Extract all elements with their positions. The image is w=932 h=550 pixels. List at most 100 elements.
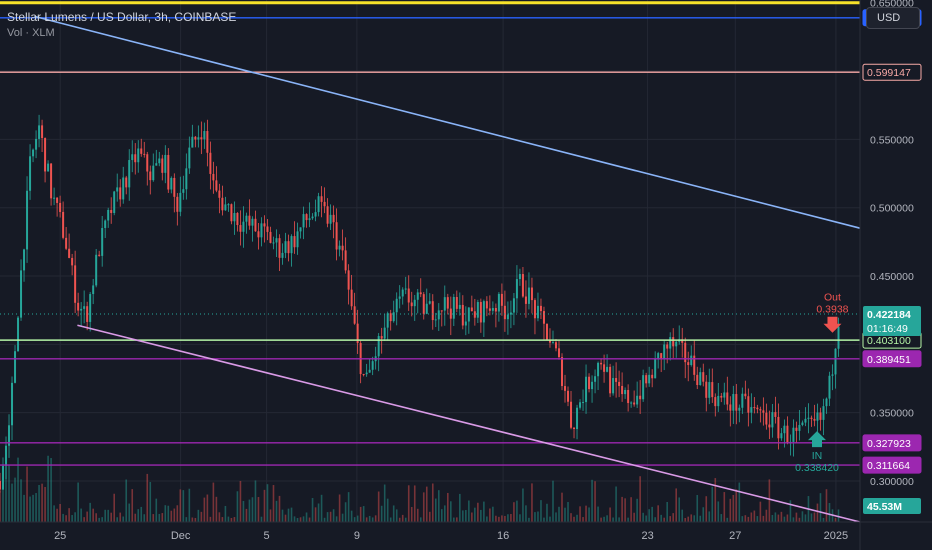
- volume-bar: [164, 505, 167, 522]
- volume-bar: [212, 482, 215, 522]
- price-axis[interactable]: 0.650000 0.550000 0.500000 0.450000 0.350000…: [870, 0, 914, 488]
- candle-body: [666, 344, 669, 349]
- currency-button[interactable]: USD: [866, 7, 920, 29]
- volume-bar: [675, 488, 678, 522]
- candle-body: [714, 397, 717, 407]
- candle-body: [179, 192, 182, 212]
- candle-body: [308, 218, 311, 221]
- volume-bar: [804, 514, 807, 522]
- x-tick-label: 23: [641, 530, 653, 542]
- candle-body: [801, 422, 804, 425]
- chart-title: Stellar Lumens / US Dollar, 3h, COINBASE: [7, 10, 237, 24]
- volume-bar: [215, 496, 218, 522]
- candle-body: [425, 303, 428, 314]
- volume-bar: [221, 517, 224, 522]
- candle-body: [669, 337, 672, 349]
- candle-body: [702, 372, 705, 382]
- volume-bar: [119, 512, 122, 522]
- volume-bar: [26, 466, 28, 522]
- candle-body: [693, 355, 696, 375]
- candle-body: [822, 406, 825, 420]
- candle-body: [101, 228, 104, 256]
- volume-bar: [401, 514, 404, 522]
- lower-trendline[interactable]: [77, 324, 861, 523]
- price-level-tag: 0.327923: [862, 434, 922, 452]
- volume-bar: [383, 484, 386, 522]
- in-signal[interactable]: IN0.338420: [795, 431, 839, 474]
- volume-bar: [332, 509, 335, 522]
- signal-value: 0.3938: [816, 304, 848, 316]
- last-price-label: 0.422184: [867, 309, 911, 321]
- candle-body: [524, 296, 527, 304]
- candle-body: [684, 342, 687, 363]
- time-axis[interactable]: 25 Dec 5 9 16 23 27 2025: [54, 530, 848, 542]
- candle-body: [545, 323, 548, 340]
- volume-bar: [513, 502, 515, 522]
- candle-body: [726, 392, 729, 405]
- volume-bar: [468, 500, 470, 522]
- volume-bar: [561, 492, 563, 522]
- candle-body: [561, 357, 564, 387]
- volume-bar: [140, 506, 143, 522]
- candle-body: [768, 424, 771, 428]
- volume-bar: [771, 515, 774, 522]
- volume-bar: [693, 515, 696, 522]
- candle-body: [341, 245, 344, 251]
- candle-body: [329, 214, 332, 224]
- candle-body: [591, 381, 594, 390]
- volume-bar: [200, 511, 203, 522]
- candle-body: [77, 302, 80, 311]
- candle-body: [320, 196, 323, 202]
- candle-body: [747, 396, 750, 413]
- candle-body: [597, 362, 600, 377]
- candle-body: [146, 154, 149, 172]
- candle-body: [645, 375, 648, 384]
- volume-bar: [477, 502, 479, 522]
- candle-body: [606, 366, 609, 372]
- candle-body: [314, 212, 317, 217]
- candle-body: [455, 296, 458, 309]
- volume-bar: [768, 479, 771, 522]
- volume-bar: [510, 514, 512, 522]
- candle-body: [206, 131, 209, 153]
- candle-body: [386, 313, 389, 328]
- candle-body: [173, 177, 176, 197]
- upper-trendline[interactable]: [34, 15, 861, 229]
- volume-bar: [374, 515, 377, 522]
- volume-bar: [335, 516, 338, 522]
- volume-bar: [453, 517, 455, 522]
- candle-body: [122, 177, 125, 200]
- volume-bar: [389, 517, 392, 522]
- candle-body: [290, 236, 293, 254]
- candle-body: [570, 401, 573, 428]
- candle-body: [53, 197, 56, 199]
- candle-body: [621, 385, 624, 395]
- candle-body: [813, 418, 816, 421]
- volume-tag-bg: [863, 498, 921, 514]
- volume-bar: [287, 508, 290, 522]
- candle-body: [831, 374, 834, 376]
- candle-body: [717, 395, 720, 407]
- volume-bar: [621, 496, 623, 522]
- volume-bar: [182, 490, 185, 522]
- volume-bar: [564, 507, 566, 522]
- candle-body: [365, 372, 368, 375]
- volume-bar: [416, 508, 419, 522]
- candle-body: [83, 306, 86, 309]
- x-tick-label: 27: [729, 530, 741, 542]
- volume-bar: [110, 512, 112, 522]
- volume-bar: [825, 489, 828, 522]
- candle-body: [551, 342, 554, 344]
- candle-body: [651, 374, 654, 379]
- x-tick-label: 25: [54, 530, 66, 542]
- volume-indicator-label: Vol · XLM: [7, 27, 55, 39]
- candle-body: [5, 445, 8, 466]
- volume-bar: [236, 491, 239, 522]
- candle-body: [8, 425, 11, 446]
- candle-body: [780, 433, 783, 439]
- volume-bar: [747, 516, 750, 522]
- volume-bar: [654, 517, 656, 522]
- volume-bar: [131, 489, 134, 522]
